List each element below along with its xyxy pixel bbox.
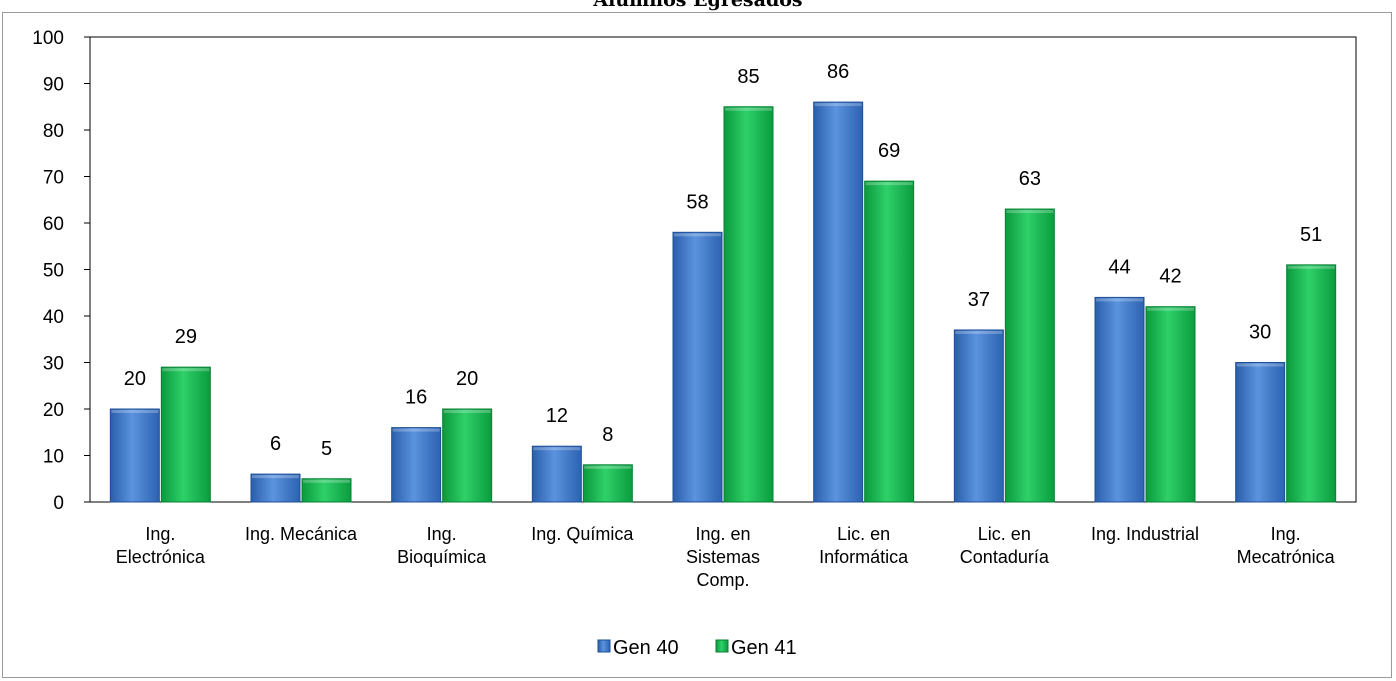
data-label: 6 [270,433,281,455]
bar-highlight [252,475,299,479]
bar-gen-41 [301,478,352,503]
bar-gen-41 [1145,306,1196,503]
data-label: 44 [1108,256,1130,278]
bar-highlight [1236,363,1284,367]
bar-highlight [865,182,913,186]
y-tick-label: 90 [43,75,64,96]
bar-gen-40 [531,445,582,503]
y-tick-label: 30 [43,354,64,375]
chart-title: Alumnos Egresados [593,0,803,11]
y-tick-label: 10 [43,447,64,468]
x-tick-label: Ing. Bioquímica [397,524,487,567]
x-tick-label: Lic. en Contaduría [960,524,1050,567]
bar-gen-40 [1094,296,1145,503]
data-label: 86 [827,61,849,83]
bar-gen-40 [953,329,1004,503]
bar-gen-40 [813,101,864,503]
data-label: 12 [546,405,568,427]
y-tick-label: 0 [53,493,64,514]
y-tick-label: 100 [32,28,64,49]
bar-gen-41 [864,180,915,503]
bar-gen-41 [160,366,211,503]
legend-swatch [715,639,729,653]
legend-swatch [597,639,611,653]
data-label: 85 [737,66,759,88]
data-label: 20 [456,368,478,390]
data-label: 58 [686,191,708,213]
bar-gen-40 [672,231,723,503]
data-label: 51 [1300,224,1322,246]
data-label: 42 [1159,266,1181,288]
data-label: 63 [1019,168,1041,190]
y-tick-label: 70 [43,168,64,189]
bar-highlight [955,330,1003,334]
y-tick-label: 60 [43,214,64,235]
bar-gen-41 [1286,264,1337,503]
bar-highlight [1287,265,1335,269]
y-tick-label: 50 [43,261,64,282]
bar-highlight [725,107,772,111]
data-label: 37 [968,289,990,311]
bar-highlight [392,428,440,432]
bar-highlight [584,465,632,469]
bar-highlight [1096,298,1143,302]
y-tick-label: 20 [43,400,64,421]
x-tick-label: Ing. Mecatrónica [1237,524,1336,567]
data-label: 8 [602,424,613,446]
bar-gen-41 [582,464,633,503]
data-label: 20 [124,368,146,390]
bar-gen-41 [442,408,493,503]
bar-highlight [674,233,721,237]
bar-gen-40 [109,408,160,503]
bar-gen-40 [391,427,442,503]
bar-highlight [111,410,159,413]
y-tick-label: 80 [43,121,64,142]
x-tick-label: Ing. en Sistemas Comp. [686,524,760,590]
data-label: 16 [405,387,427,409]
bar-gen-40 [250,473,301,503]
bar-highlight [303,479,350,483]
data-label: 30 [1249,322,1271,344]
x-tick-label: Lic. en Informática [819,524,909,567]
x-tick-label: Ing. Mecánica [245,524,358,544]
bar-gen-41 [1004,208,1055,503]
x-tick-label: Ing. Industrial [1091,524,1199,544]
data-label: 29 [175,326,197,348]
x-tick-label: Ing. Electrónica [116,524,206,567]
bar-gen-40 [1235,362,1286,503]
x-tick-label: Ing. Química [531,524,634,544]
bar-highlight [443,410,491,413]
bar-highlight [162,368,210,372]
legend-label: Gen 41 [731,637,797,659]
data-label: 5 [321,438,332,460]
bar-highlight [1006,210,1054,214]
bar-highlight [533,447,581,451]
bar-highlight [814,103,862,107]
bar-gen-41 [723,106,774,503]
data-label: 69 [878,140,900,162]
legend-label: Gen 40 [613,637,679,659]
bar-highlight [1147,307,1194,311]
y-tick-label: 40 [43,307,64,328]
